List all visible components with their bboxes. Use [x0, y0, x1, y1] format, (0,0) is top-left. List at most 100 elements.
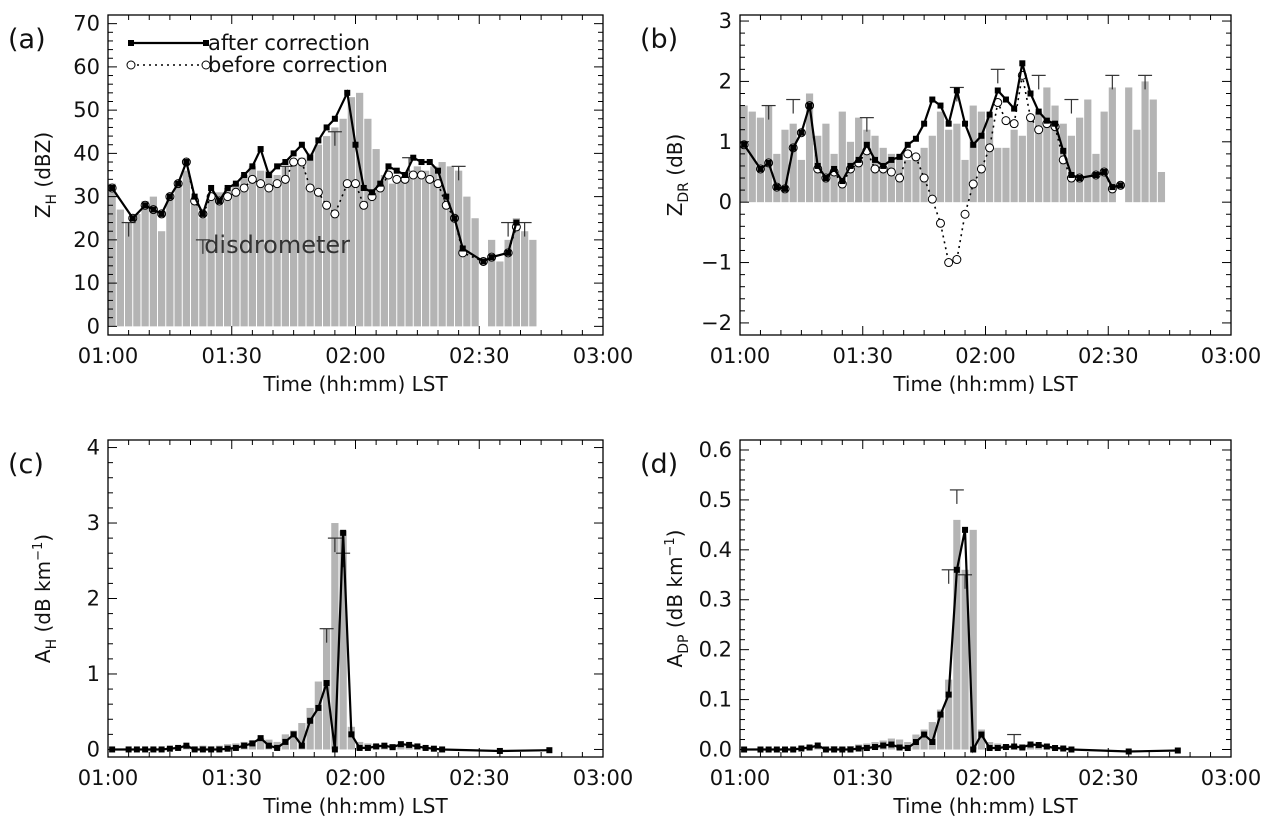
- bar: [339, 118, 347, 327]
- before-point: [1034, 125, 1044, 135]
- bar: [306, 707, 314, 750]
- bar: [797, 159, 805, 203]
- y-tick-label: 0.6: [699, 438, 732, 462]
- before-point: [272, 179, 282, 189]
- before-point: [231, 187, 241, 197]
- after-point: [863, 745, 870, 752]
- before-point: [886, 167, 896, 177]
- after-point: [912, 135, 919, 142]
- y-tick-label: 1: [719, 130, 732, 154]
- bar: [994, 147, 1002, 203]
- bar: [863, 129, 871, 203]
- panel-c: 01:00 01:30 02:00 02:30 03:00 0 1 2 3 4 Time (hh:m…: [8, 436, 633, 818]
- bar: [397, 179, 405, 327]
- after-point: [986, 111, 993, 118]
- bar: [936, 111, 945, 203]
- bar: [290, 730, 298, 750]
- y-tick-label: 0.4: [699, 538, 732, 562]
- y-tick-label: 40: [73, 141, 100, 165]
- after-point: [290, 731, 297, 738]
- plot-frame: [107, 439, 604, 758]
- after-point: [1068, 746, 1075, 753]
- before-point: [351, 179, 360, 189]
- after-point: [806, 102, 813, 109]
- bar: [986, 117, 994, 203]
- after-point: [360, 184, 367, 191]
- bar: [158, 231, 166, 327]
- x-tick-label: 01:30: [832, 766, 893, 790]
- bar: [1141, 81, 1149, 203]
- after-point: [158, 746, 165, 753]
- after-point: [888, 156, 895, 163]
- bar: [471, 218, 479, 327]
- after-point: [166, 745, 173, 752]
- after-point: [1125, 748, 1132, 755]
- bar: [290, 162, 298, 327]
- after-point: [385, 163, 392, 170]
- x-tick-label: 02:00: [955, 344, 1016, 368]
- bar: [953, 123, 961, 203]
- after-point: [513, 219, 520, 226]
- after-point: [839, 746, 846, 753]
- bar: [496, 261, 504, 327]
- after-point: [430, 745, 437, 752]
- bar: [438, 162, 446, 327]
- before-point: [239, 183, 249, 193]
- legend-before-label: before correction: [208, 53, 388, 77]
- bar: [1157, 171, 1166, 203]
- after-point: [282, 738, 289, 745]
- after-point: [546, 747, 553, 754]
- x-tick-label: 03:00: [573, 766, 634, 790]
- bar: [969, 529, 977, 750]
- before-point: [935, 218, 945, 228]
- x-tick-label: 01:00: [78, 766, 139, 790]
- after-point: [298, 742, 305, 749]
- x-tick-label: 03:00: [573, 344, 634, 368]
- bar: [488, 239, 496, 327]
- bar: [199, 218, 207, 327]
- after-point: [782, 746, 789, 753]
- after-point: [790, 144, 797, 151]
- bar: [504, 239, 512, 327]
- bar: [961, 159, 969, 203]
- after-point: [422, 744, 429, 751]
- bar: [969, 105, 977, 203]
- after-point: [274, 163, 281, 170]
- panel-b: 01:00 01:30 02:00 02:30 03:00 −2 −1 0 1 2 3 Time (h…: [640, 9, 1261, 396]
- after-point: [257, 735, 264, 742]
- bar: [1125, 87, 1133, 203]
- after-point: [855, 745, 862, 752]
- after-point: [994, 87, 1001, 94]
- after-point: [232, 744, 239, 751]
- bar: [405, 170, 413, 327]
- after-point: [790, 746, 797, 753]
- after-point: [822, 746, 829, 753]
- after-point: [142, 202, 149, 209]
- before-point: [392, 174, 402, 184]
- after-point: [773, 746, 780, 753]
- before-point: [280, 174, 290, 184]
- x-tick-label: 01:00: [710, 766, 771, 790]
- after-point: [505, 249, 512, 256]
- bar: [174, 183, 182, 327]
- legend-after-label: after correction: [208, 31, 370, 55]
- after-point: [757, 746, 764, 753]
- x-tick-label: 01:30: [201, 344, 262, 368]
- after-point: [241, 742, 248, 749]
- after-point: [224, 745, 231, 752]
- bar: [887, 153, 895, 203]
- before-point: [1001, 116, 1011, 126]
- y-axis-label: ZDR (dB): [663, 134, 692, 217]
- after-point: [402, 172, 408, 178]
- before-point: [256, 179, 266, 189]
- bar: [207, 196, 215, 327]
- after-point: [133, 746, 140, 753]
- bar: [1026, 117, 1035, 203]
- y-tick-label: 0.0: [699, 738, 732, 762]
- bar: [1010, 129, 1018, 203]
- after-point: [765, 746, 772, 753]
- before-point: [903, 149, 913, 159]
- x-axis-label: Time (hh:mm) LST: [262, 372, 448, 396]
- after-point: [1092, 172, 1099, 178]
